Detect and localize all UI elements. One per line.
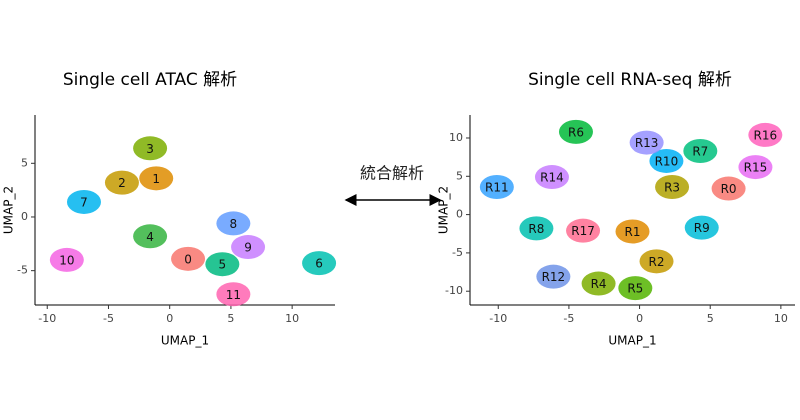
cluster-point [302, 251, 337, 276]
cluster-label: 1 [152, 172, 160, 186]
cluster-point [536, 264, 571, 289]
cluster-label: R12 [542, 270, 566, 284]
cluster-label: R16 [754, 128, 778, 142]
cluster-point [479, 175, 514, 200]
cluster-point [684, 215, 719, 240]
x-tick-label: 10 [285, 312, 299, 325]
cluster-point [683, 139, 718, 164]
y-tick-label: 5 [21, 156, 28, 169]
cluster-label: 7 [80, 195, 88, 209]
y-tick-label: -5 [452, 246, 463, 259]
cluster-label: 4 [146, 230, 154, 244]
cluster-point [231, 235, 266, 260]
x-tick-label: -10 [489, 312, 507, 325]
cluster-label: 3 [146, 142, 154, 156]
cluster-point [649, 148, 684, 173]
cluster-label: R2 [649, 255, 665, 269]
x-axis-title: UMAP_1 [608, 334, 656, 348]
cluster-label: R8 [528, 222, 544, 236]
cluster-point [711, 176, 746, 201]
y-tick-label: 10 [449, 131, 463, 144]
cluster-point [615, 219, 650, 244]
cluster-point [139, 166, 174, 191]
cluster-point [66, 189, 101, 214]
y-axis-title: UMAP_2 [437, 186, 451, 234]
cluster-label: R10 [655, 154, 679, 168]
cluster-point [104, 170, 139, 195]
cluster-point [49, 247, 84, 272]
cluster-label: R9 [694, 221, 710, 235]
y-tick-label: 0 [456, 208, 463, 221]
x-tick-label: 0 [636, 312, 643, 325]
y-tick-label: 0 [21, 210, 28, 223]
cluster-label: 9 [244, 241, 252, 255]
cluster-point [639, 249, 674, 274]
cluster-point [629, 130, 664, 155]
x-tick-label: 5 [227, 312, 234, 325]
x-tick-label: 5 [707, 312, 714, 325]
cluster-point [519, 216, 554, 241]
cluster-point [133, 136, 168, 161]
cluster-label: R17 [571, 224, 595, 238]
cluster-label: R5 [627, 282, 643, 296]
cluster-label: 2 [118, 176, 126, 190]
cluster-label: 11 [226, 288, 241, 302]
cluster-point [216, 211, 251, 236]
x-tick-label: 10 [774, 312, 788, 325]
x-tick-label: -10 [38, 312, 56, 325]
x-tick-label: -5 [563, 312, 574, 325]
cluster-point [738, 155, 773, 180]
center-label: 統合解析 [360, 164, 424, 183]
x-tick-label: 0 [166, 312, 173, 325]
cluster-label: 6 [315, 257, 323, 271]
cluster-point [581, 271, 616, 296]
cluster-label: R6 [568, 125, 584, 139]
cluster-label: R15 [744, 161, 768, 175]
x-axis-title: UMAP_1 [161, 334, 209, 348]
cluster-point [566, 218, 601, 243]
cluster-point [171, 246, 206, 271]
cluster-label: 5 [219, 258, 227, 272]
cluster-label: 0 [184, 252, 192, 266]
y-tick-label: 5 [456, 169, 463, 182]
cluster-label: R0 [721, 182, 737, 196]
cluster-label: R14 [540, 171, 564, 185]
cluster-point [655, 175, 690, 200]
cluster-point [558, 119, 593, 144]
cluster-point [748, 122, 783, 147]
chart-title: Single cell RNA-seq 解析 [528, 70, 732, 90]
cluster-label: R7 [692, 145, 708, 159]
cluster-label: 10 [59, 253, 74, 267]
cluster-label: R11 [485, 181, 509, 195]
y-tick-label: -5 [17, 264, 28, 277]
y-axis-title: UMAP_2 [2, 186, 16, 234]
cluster-label: R1 [625, 225, 641, 239]
cluster-label: R3 [664, 181, 680, 195]
cluster-label: R4 [591, 277, 607, 291]
cluster-point [534, 165, 569, 190]
x-tick-label: -5 [103, 312, 114, 325]
cluster-point [133, 224, 168, 249]
cluster-point [216, 282, 251, 307]
cluster-point [618, 276, 653, 301]
chart-title: Single cell ATAC 解析 [63, 70, 237, 90]
cluster-label: 8 [230, 217, 238, 231]
cluster-label: R13 [635, 136, 659, 150]
y-tick-label: -10 [445, 284, 463, 297]
cluster-point [205, 252, 240, 277]
